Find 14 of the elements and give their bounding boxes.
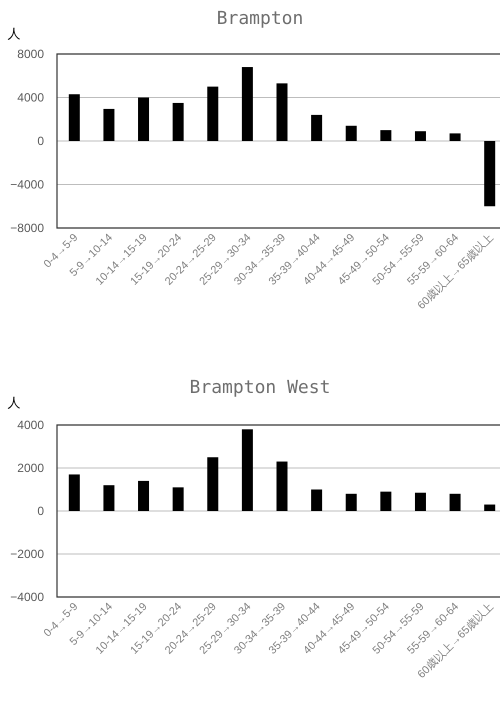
y-axis-title: 人 xyxy=(8,395,20,410)
y-tick-label: −4000 xyxy=(10,590,44,604)
y-tick-label: −2000 xyxy=(10,547,44,561)
y-tick-label: −8000 xyxy=(10,221,44,235)
y-axis-title: 人 xyxy=(8,26,20,41)
y-tick-label: −4000 xyxy=(10,178,44,192)
y-tick-label: 0 xyxy=(37,504,44,518)
chart-title: Brampton xyxy=(216,8,304,29)
y-tick-label: 4000 xyxy=(17,418,44,432)
y-tick-label: 2000 xyxy=(17,461,44,475)
y-tick-label: 8000 xyxy=(17,47,44,61)
y-tick-label: 4000 xyxy=(17,90,44,104)
y-tick-label: 0 xyxy=(37,134,44,148)
chart-title: Brampton West xyxy=(190,377,330,398)
